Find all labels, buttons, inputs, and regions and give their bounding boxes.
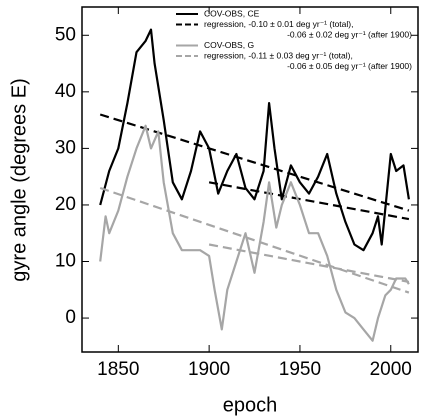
legend-label: COV-OBS, G [204,40,254,50]
x-tick-label: 1950 [279,359,321,380]
y-tick-label: 50 [55,24,76,45]
legend-label: COV-OBS, CE [204,8,260,18]
y-tick-label: 40 [55,81,76,102]
series-line [208,243,410,283]
legend-label: regression, -0.10 ± 0.01 deg yr⁻¹ (total… [204,19,353,29]
y-tick-label: 20 [55,194,76,215]
y-axis-label: gyre angle (degrees E) [8,78,30,281]
y-tick-label: 0 [65,307,76,328]
x-tick-label: 2000 [370,359,412,380]
series-line [99,28,410,252]
x-axis-label: epoch [223,394,278,416]
x-tick-label: 1900 [188,359,230,380]
series-line [99,186,410,294]
y-tick-label: 30 [55,137,76,158]
plot-frame [81,6,419,353]
x-tick-label: 1850 [97,359,139,380]
legend-label: -0.06 ± 0.05 deg yr⁻¹ (after 1900) [287,61,412,71]
series-line [99,124,410,342]
y-tick-label: 10 [55,251,76,272]
series-line [99,113,410,212]
series-line [208,181,410,221]
legend-label: regression, -0.11 ± 0.03 deg yr⁻¹ (total… [204,50,353,60]
legend-label: -0.06 ± 0.02 deg yr⁻¹ (after 1900) [287,29,412,39]
